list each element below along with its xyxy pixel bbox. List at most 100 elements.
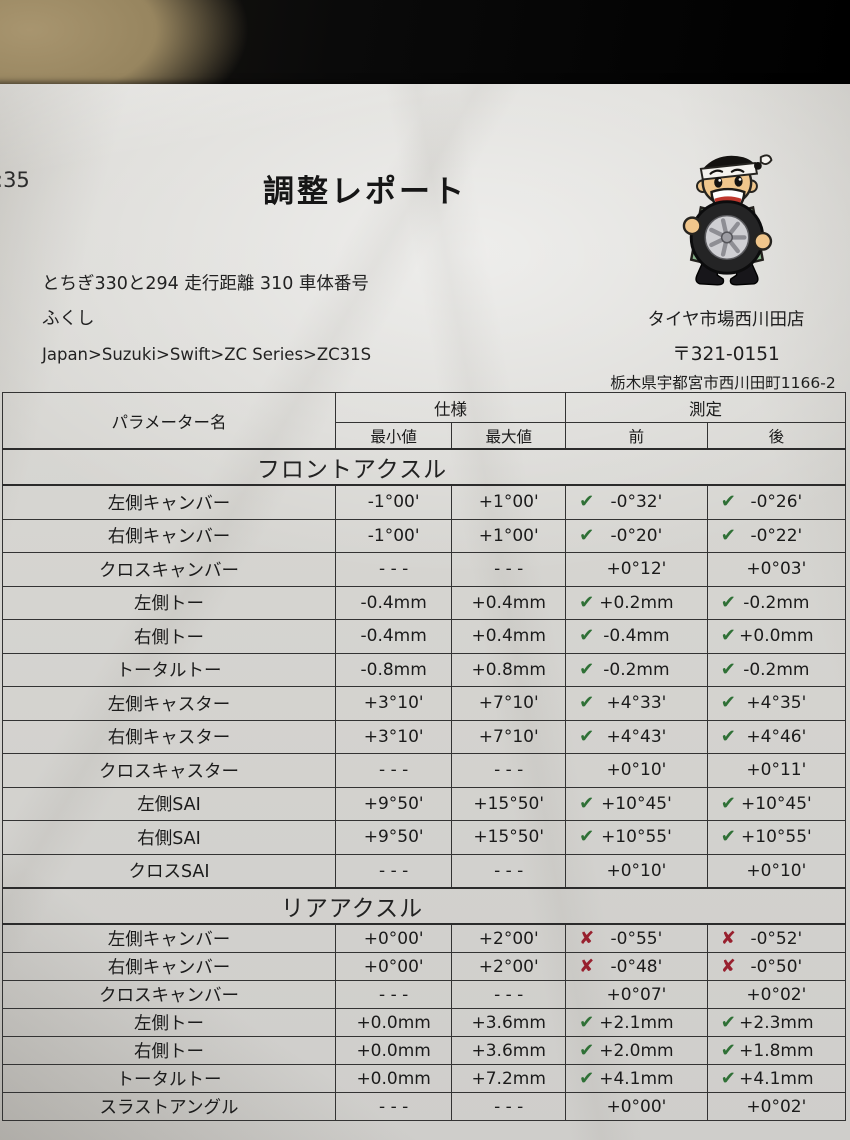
status-icon: ✘ (579, 955, 595, 977)
measured-before-value: +2.1mm (599, 1012, 674, 1033)
spec-max-value: +0.8mm (451, 652, 567, 687)
col-header-parameter: パラメーター名 (2, 392, 336, 450)
report-sheet: :35 調整レポート とちぎ330と294 走行距離 310 車体番号 ふくし … (0, 84, 850, 1140)
measured-before-value: +0°10' (606, 760, 667, 781)
status-icon: ✔ (579, 1039, 595, 1061)
status-icon: ✔ (579, 792, 595, 814)
measured-after-value: -0°26' (750, 492, 803, 513)
measured-before-cell: ✔ +4°43' (565, 719, 708, 754)
measured-after-value: -0°52' (750, 928, 803, 949)
table-row: 左側キャンバー -1°00' +1°00' ✔ -0°32' ✔ -0°26' (2, 484, 847, 520)
measured-before-value: -0.2mm (603, 659, 670, 680)
table-row: トータルトー -0.8mm +0.8mm ✔ -0.2mm ✔ -0.2mm (2, 652, 847, 687)
measured-after-cell: +0°02' (706, 1092, 847, 1121)
section-title: リアアクスル (2, 887, 846, 925)
measured-after-value: +2.3mm (739, 1012, 814, 1033)
measured-before-cell: ✔ +2.1mm (565, 1008, 708, 1037)
section-title: フロントアクスル (2, 448, 846, 486)
measured-after-value: +10°45' (741, 793, 812, 814)
status-icon: ✔ (720, 1067, 736, 1089)
spec-min-value: - - - (334, 853, 453, 889)
col-header-max: 最大値 (451, 422, 567, 450)
measured-before-value: +4°43' (606, 726, 667, 747)
table-row: 左側トー +0.0mm +3.6mm ✔ +2.1mm ✔ +2.3mm (2, 1008, 847, 1037)
measured-after-cell: ✔ -0°26' (706, 484, 847, 520)
param-name: 右側キャンバー (2, 952, 336, 981)
measured-after-cell: ✔ +10°45' (706, 786, 847, 821)
param-name: 右側SAI (2, 820, 336, 855)
status-icon: ✔ (720, 491, 736, 513)
measured-before-value: +4°33' (606, 693, 667, 714)
status-icon: ✔ (720, 692, 736, 714)
measured-after-cell: ✘ -0°52' (706, 923, 847, 953)
table-row: スラストアングル - - - - - - +0°00' +0°02' (2, 1092, 847, 1121)
spec-max-value: +7°10' (451, 719, 567, 754)
vehicle-plate-line: とちぎ330と294 走行距離 310 車体番号 (42, 274, 369, 294)
table-row: 右側トー -0.4mm +0.4mm ✔ -0.4mm ✔ +0.0mm (2, 619, 847, 654)
table-row: クロスSAI - - - - - - +0°10' +0°10' (2, 853, 847, 889)
status-icon: ✔ (720, 792, 736, 814)
table-row: 右側SAI +9°50' +15°50' ✔ +10°55' ✔ +10°55' (2, 820, 847, 855)
col-header-after: 後 (706, 422, 847, 450)
measured-before-cell: +0°00' (565, 1092, 708, 1121)
measured-before-cell: +0°10' (565, 753, 708, 788)
status-icon: ✘ (720, 955, 736, 977)
measured-before-cell: +0°10' (565, 853, 708, 889)
measured-after-value: +4.1mm (739, 1068, 814, 1089)
status-icon: ✔ (720, 524, 736, 546)
spec-min-value: +0.0mm (334, 1008, 453, 1037)
measured-before-cell: ✔ -0°32' (565, 484, 708, 520)
spec-max-value: +1°00' (451, 518, 567, 553)
measured-before-value: -0°20' (610, 525, 663, 546)
table-row: 右側キャスター +3°10' +7°10' ✔ +4°43' ✔ +4°46' (2, 719, 847, 754)
col-header-spec: 仕様 (334, 392, 567, 423)
measured-after-value: -0.2mm (743, 592, 810, 613)
measured-after-value: +0°03' (746, 559, 807, 580)
table-header-row: パラメーター名 仕様 測定 (2, 392, 846, 450)
spec-min-value: +9°50' (334, 820, 453, 855)
status-icon: ✔ (579, 524, 595, 546)
table-row: 右側キャンバー +0°00' +2°00' ✘ -0°48' ✘ -0°50' (2, 952, 847, 981)
measured-after-value: +0°11' (746, 760, 807, 781)
table-row: 左側キャスター +3°10' +7°10' ✔ +4°33' ✔ +4°35' (2, 686, 847, 721)
param-name: 左側キャンバー (2, 484, 336, 520)
measured-after-cell: +0°03' (706, 552, 847, 587)
measured-before-cell: ✘ -0°48' (565, 952, 708, 981)
param-name: トータルトー (2, 652, 336, 687)
measured-before-value: -0.4mm (603, 626, 670, 647)
measured-before-value: +10°45' (601, 793, 672, 814)
shop-address: 栃木県宇都宮市西川田町1166-2 (610, 374, 836, 392)
status-icon: ✔ (579, 826, 595, 848)
shop-name: タイヤ市場西川田店 (647, 310, 805, 330)
status-icon: ✔ (720, 625, 736, 647)
spec-max-value: +0.4mm (451, 585, 567, 620)
measured-after-cell: ✔ -0.2mm (706, 585, 847, 620)
spec-min-value: -1°00' (334, 518, 453, 553)
section-header-rear-axle: リアアクスル (2, 887, 846, 925)
col-header-before: 前 (565, 422, 708, 450)
measured-before-value: +2.0mm (599, 1040, 674, 1061)
param-name: クロスキャンバー (2, 552, 336, 587)
tire-mechanic-mascot-icon (682, 154, 773, 286)
measured-before-value: -0°48' (610, 956, 663, 977)
spec-max-value: +0.4mm (451, 619, 567, 654)
status-icon: ✔ (579, 1011, 595, 1033)
shop-postal-code: 〒321-0151 (672, 344, 780, 365)
table-row: 左側キャンバー +0°00' +2°00' ✘ -0°55' ✘ -0°52' (2, 923, 847, 953)
measured-after-value: +10°55' (741, 827, 812, 848)
spec-max-value: +7°10' (451, 686, 567, 721)
table-row: 左側SAI +9°50' +15°50' ✔ +10°45' ✔ +10°45' (2, 786, 847, 821)
spec-max-value: +2°00' (451, 923, 567, 953)
measured-before-value: +0°07' (606, 984, 667, 1005)
measured-before-cell: ✔ +4.1mm (565, 1064, 708, 1093)
measured-after-value: -0°50' (750, 956, 803, 977)
spec-min-value: +3°10' (334, 686, 453, 721)
measured-before-cell: ✘ -0°55' (565, 923, 708, 953)
measured-after-value: +0°02' (746, 1096, 807, 1117)
param-name: 左側キャンバー (2, 923, 336, 953)
spec-max-value: +2°00' (451, 952, 567, 981)
spec-min-value: - - - (334, 1092, 453, 1121)
measured-after-cell: ✔ +4.1mm (706, 1064, 847, 1093)
measured-after-cell: ✔ +0.0mm (706, 619, 847, 654)
measured-after-cell: ✔ +10°55' (706, 820, 847, 855)
